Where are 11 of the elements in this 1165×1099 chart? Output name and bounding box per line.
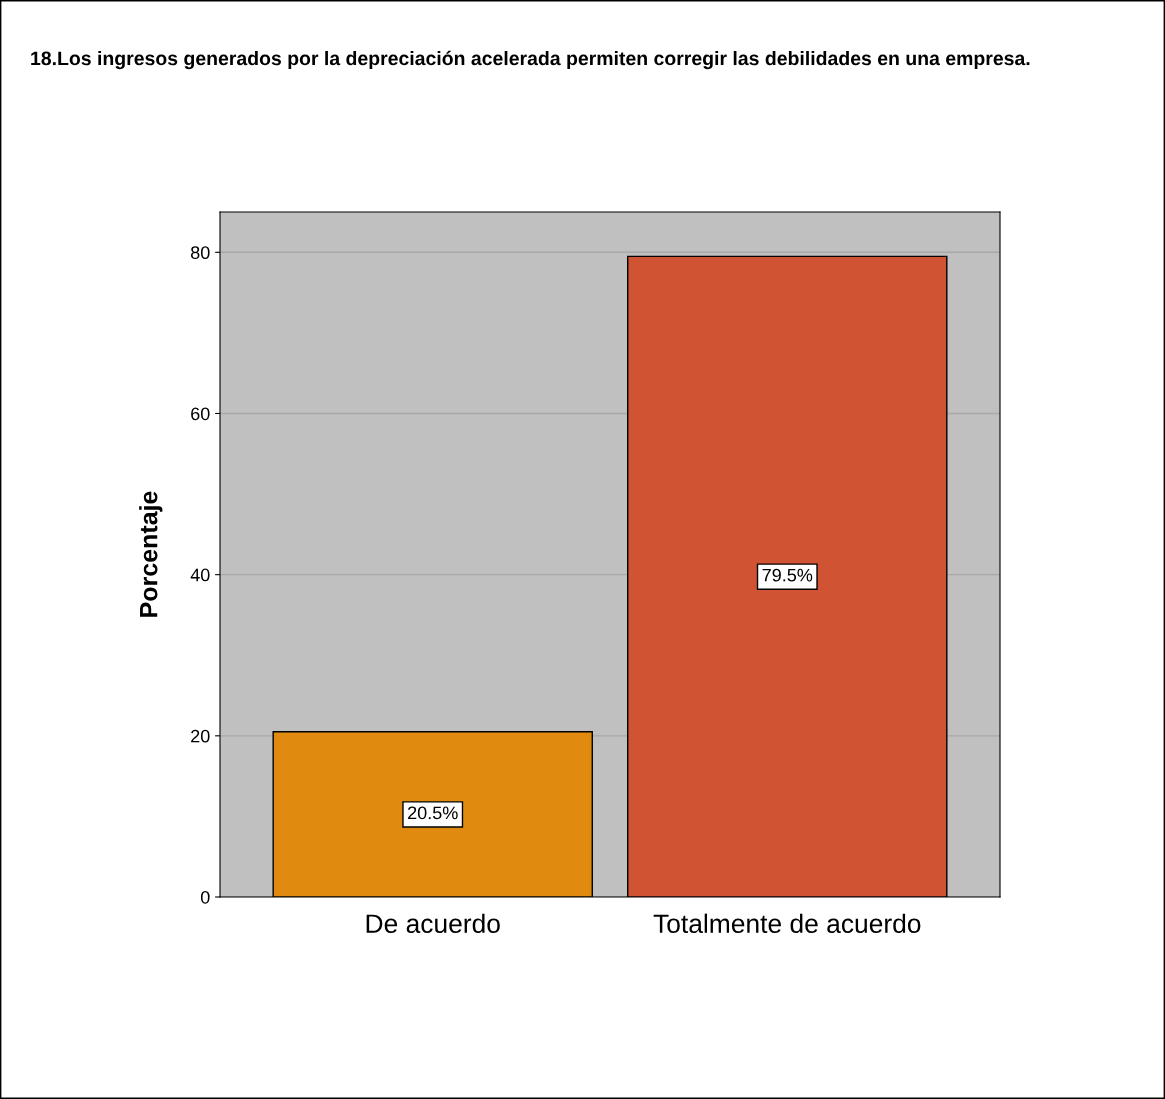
y-tick-label: 80: [190, 246, 210, 260]
y-tick-label: 60: [191, 407, 210, 421]
x-tick-label: De acuerdo: [366, 913, 500, 934]
y-tick-label: 0: [200, 890, 210, 904]
chart-title: 18.Los ingresos generados por la depreciación acelerada permiten corregir las debilidades en una empresa.: [31, 50, 1030, 70]
x-tick-label: Totalmente de acuerdo: [653, 913, 921, 934]
y-tick-label: 20: [191, 729, 210, 743]
data-label: 20.5%: [408, 806, 458, 820]
y-tick-label: 40: [190, 568, 210, 582]
data-label: 79.5%: [762, 568, 813, 582]
y-axis-title: Porcentaje: [139, 491, 163, 617]
